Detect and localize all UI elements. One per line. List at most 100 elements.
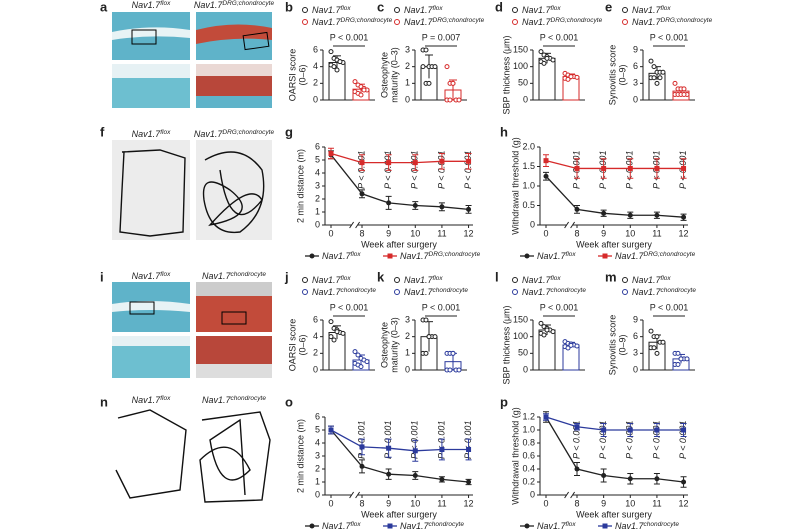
series-line (330, 429, 469, 483)
x-tick-label: 11 (652, 228, 661, 238)
name: Nav1.7 (537, 521, 567, 530)
x-axis-label: Week after surgery (576, 239, 652, 249)
data-point (426, 80, 432, 86)
series-name: Nav1.7flox (132, 395, 171, 406)
y-tick-label: 50 (518, 78, 528, 88)
data-point (574, 466, 580, 472)
data-point (423, 47, 429, 53)
series-name: Nav1.7DRG;chondrocyte (615, 251, 696, 262)
data-point (681, 479, 687, 485)
y-tick-label: 0 (313, 94, 318, 104)
data-point (439, 158, 445, 164)
y-tick-label: 6 (315, 411, 320, 421)
data-point (654, 165, 660, 171)
series-line (330, 429, 469, 452)
series-name: Nav1.7chondrocyte (632, 287, 696, 298)
p-label: P < 0.001 (598, 421, 608, 459)
series-name: Nav1.7flox (312, 5, 351, 16)
name: Nav1.7 (322, 521, 352, 530)
name-sup: DRG;chondrocyte (222, 129, 274, 136)
x-tick-label: 0 (543, 228, 548, 238)
data-point (672, 80, 678, 86)
series-name: Nav1.7flox (322, 521, 361, 530)
name-sup: DRG;chondrocyte (433, 17, 485, 24)
name-sup: DRG;chondrocyte (644, 251, 696, 258)
p-label: P = 0.007 (422, 32, 461, 42)
y-axis-label: OARSI score (287, 319, 297, 372)
name: Nav1.7 (400, 251, 430, 261)
bar (538, 329, 556, 371)
data-point (439, 204, 445, 210)
data-point (331, 337, 337, 343)
y-tick-label: 3 (405, 44, 410, 54)
legend-marker (394, 19, 400, 25)
data-point (574, 343, 580, 349)
name: Nav1.7 (132, 129, 162, 139)
name: Nav1.7 (522, 275, 552, 285)
data-point (359, 463, 365, 469)
y-tick-label: 1 (405, 78, 410, 88)
x-tick-label: 12 (464, 498, 474, 508)
bar (538, 57, 556, 101)
series-name: Nav1.7flox (632, 275, 671, 286)
name-sup: DRG;chondrocyte (429, 251, 481, 258)
data-point (359, 191, 365, 197)
panel-letter: p (500, 394, 508, 409)
data-point (361, 87, 367, 93)
y-axis-label: maturity (0–3) (389, 47, 399, 103)
legend-marker (512, 277, 518, 283)
data-point (337, 59, 343, 65)
y-tick-label: 6 (633, 331, 638, 341)
panel-letter: n (100, 394, 108, 409)
series-name: Nav1.7flox (132, 271, 171, 282)
y-tick-label: 0 (530, 219, 535, 229)
data-point (565, 345, 571, 351)
name: Nav1.7 (202, 271, 232, 281)
p-label: P < 0.001 (678, 421, 688, 459)
name-sup: flox (160, 395, 171, 402)
name-sup: DRG;chondrocyte (341, 17, 393, 24)
data-point (386, 445, 392, 451)
series-line (330, 154, 469, 211)
data-point (544, 327, 550, 333)
x-tick-label: 11 (437, 228, 446, 238)
y-axis-label: (0–9) (617, 64, 627, 85)
data-point (386, 471, 392, 477)
data-point (574, 206, 580, 212)
y-tick-label: 1 (315, 476, 320, 486)
data-point (651, 75, 657, 81)
data-point (660, 339, 666, 345)
x-tick-label: 10 (625, 228, 635, 238)
axis-break (566, 491, 573, 499)
name: Nav1.7 (194, 0, 224, 10)
y-tick-label: 6 (315, 141, 320, 151)
legend-marker (622, 277, 628, 283)
y-axis-label: maturity (0–3) (389, 317, 399, 373)
y-tick-label: 0 (530, 489, 535, 499)
name-sup: flox (341, 5, 352, 12)
name: Nav1.7 (632, 275, 662, 285)
y-tick-label: 100 (513, 61, 528, 71)
name: Nav1.7 (522, 287, 552, 297)
panel-letter: k (377, 269, 385, 284)
legend-marker (622, 7, 628, 13)
y-tick-label: 9 (633, 44, 638, 54)
y-tick-label: 3 (315, 450, 320, 460)
p-label: P < 0.001 (356, 421, 366, 459)
y-tick-label: 6 (313, 44, 318, 54)
data-point (654, 212, 660, 218)
series-name: Nav1.7flox (537, 251, 576, 262)
panel-letter: c (377, 0, 384, 14)
x-tick-label: 12 (679, 498, 689, 508)
panel-letter: e (605, 0, 612, 14)
name: Nav1.7 (404, 287, 434, 297)
data-point (432, 334, 438, 340)
y-tick-label: 0 (315, 489, 320, 499)
data-point (412, 448, 418, 454)
data-point (538, 49, 544, 55)
y-tick-label: 2 (313, 348, 318, 358)
name: Nav1.7 (312, 17, 342, 27)
legend-marker (524, 253, 530, 259)
p-label: P < 0.001 (651, 421, 661, 459)
name-sup: flox (661, 5, 672, 12)
